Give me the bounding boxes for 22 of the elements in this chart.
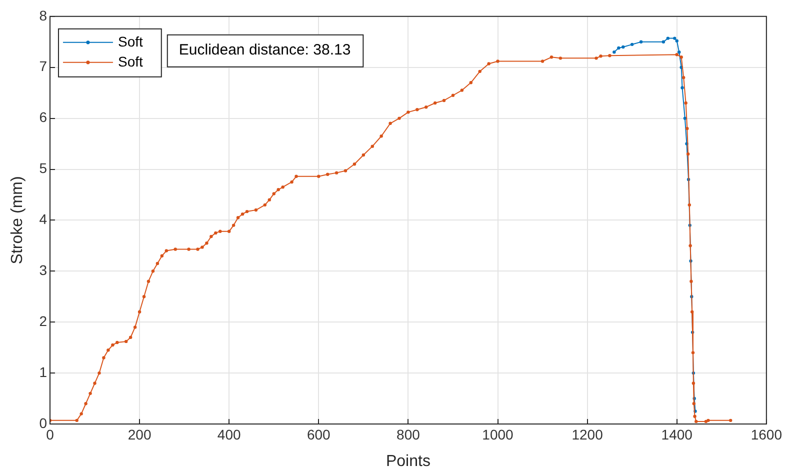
x-tick-label: 1200 bbox=[572, 426, 604, 442]
y-axis-title: Stroke (mm) bbox=[9, 176, 26, 264]
y-tick-label: 4 bbox=[39, 211, 48, 228]
y-tick-label: 5 bbox=[39, 160, 48, 176]
y-tick-label: 7 bbox=[39, 58, 48, 74]
y-tick-label: 1 bbox=[39, 364, 48, 380]
y-tick-label: 2 bbox=[39, 312, 48, 329]
x-tick-label: 1600 bbox=[750, 426, 782, 442]
x-tick-label: 400 bbox=[217, 426, 241, 442]
x-tick-label: 600 bbox=[306, 426, 331, 442]
x-tick-label: 800 bbox=[396, 426, 420, 442]
x-axis-title: Points bbox=[386, 452, 430, 470]
y-tick-label: 0 bbox=[39, 414, 48, 431]
legend-label: Soft bbox=[118, 33, 143, 50]
annotation: Euclidean distance: 38.13 bbox=[178, 42, 351, 59]
legend-label: Soft bbox=[118, 53, 143, 70]
y-tick-label: 6 bbox=[39, 109, 48, 126]
x-tick-label: 1400 bbox=[661, 426, 693, 442]
x-tick-label: 1000 bbox=[482, 426, 514, 442]
y-tick-label: 3 bbox=[39, 262, 48, 278]
y-tick-label: 8 bbox=[39, 7, 48, 24]
x-tick-label: 200 bbox=[128, 426, 152, 442]
